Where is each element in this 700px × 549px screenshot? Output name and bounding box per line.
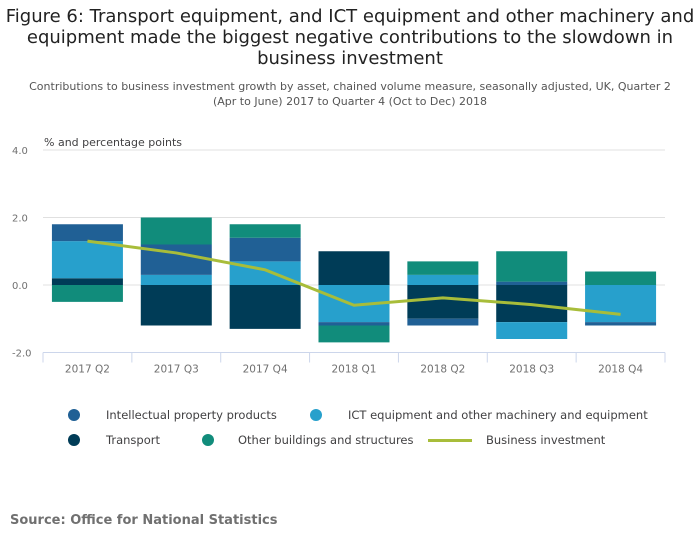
- chart-subtitle: Contributions to business investment gro…: [29, 80, 671, 108]
- legend-label: Intellectual property products: [106, 408, 277, 422]
- bar-transport: [229, 285, 301, 329]
- bar-ipp: [496, 281, 568, 285]
- x-tick-label: 2018 Q4: [598, 364, 643, 376]
- legend-label: Other buildings and structures: [238, 433, 414, 447]
- legend-item-other-buildings[interactable]: Other buildings and structures: [202, 430, 414, 450]
- bar-other-buildings: [407, 261, 479, 275]
- legend-label: Transport: [106, 433, 160, 447]
- chart-plot: 4.0 2.0 0.0 -2.0 % and percentage points 2017…: [12, 136, 666, 376]
- legend-item-ipp[interactable]: Intellectual property products: [68, 405, 277, 425]
- bar-other-buildings: [140, 217, 212, 245]
- source-note: Source: Office for National Statistics: [10, 513, 278, 528]
- bar-transport: [51, 278, 123, 285]
- y-tick-label: 0.0: [12, 281, 28, 292]
- bar-other-buildings: [51, 285, 123, 302]
- x-tick-label: 2018 Q1: [331, 364, 376, 376]
- bar-ipp: [585, 322, 657, 326]
- x-tick-label: 2017 Q4: [243, 364, 288, 376]
- x-tick-label: 2017 Q2: [65, 364, 110, 376]
- bar-transport: [318, 251, 390, 285]
- legend-dot-icon: [68, 434, 80, 446]
- x-tick-label: 2018 Q2: [420, 364, 465, 376]
- bar-other-buildings: [585, 271, 657, 285]
- legend-label: Business investment: [486, 433, 606, 447]
- x-tick-label: 2017 Q3: [154, 364, 199, 376]
- legend-label: ICT equipment and other machinery and eq…: [348, 408, 648, 422]
- legend-item-business-investment[interactable]: Business investment: [428, 430, 605, 450]
- bar-other-buildings: [496, 251, 568, 282]
- legend-item-ict[interactable]: ICT equipment and other machinery and eq…: [310, 405, 648, 425]
- bar-ict: [407, 274, 479, 285]
- bar-ict: [140, 274, 212, 285]
- chart-title: Figure 6: Transport equipment, and ICT e…: [5, 6, 695, 69]
- y-tick-label: 4.0: [12, 146, 28, 157]
- bar-transport: [407, 285, 479, 319]
- legend-dot-icon: [68, 409, 80, 421]
- bar-ipp: [229, 237, 301, 262]
- y-tick-label: 2.0: [12, 214, 28, 225]
- legend-item-transport[interactable]: Transport: [68, 430, 160, 450]
- legend-line-icon: [428, 438, 472, 442]
- legend-dot-icon: [310, 409, 322, 421]
- legend-dot-icon: [202, 434, 214, 446]
- bar-ict: [51, 241, 123, 279]
- x-tick-label: 2018 Q3: [509, 364, 554, 376]
- bar-ipp: [51, 224, 123, 242]
- bar-ipp: [407, 318, 479, 326]
- bar-other-buildings: [229, 224, 301, 238]
- chart-legend: Intellectual property products ICT equip…: [60, 405, 680, 455]
- y-tick-label: -2.0: [12, 349, 32, 360]
- bar-ict: [585, 285, 657, 323]
- bar-ipp: [318, 322, 390, 326]
- bar-transport: [140, 285, 212, 326]
- bar-other-buildings: [318, 325, 390, 343]
- bar-ict: [496, 322, 568, 339]
- y-axis-label: % and percentage points: [44, 136, 182, 149]
